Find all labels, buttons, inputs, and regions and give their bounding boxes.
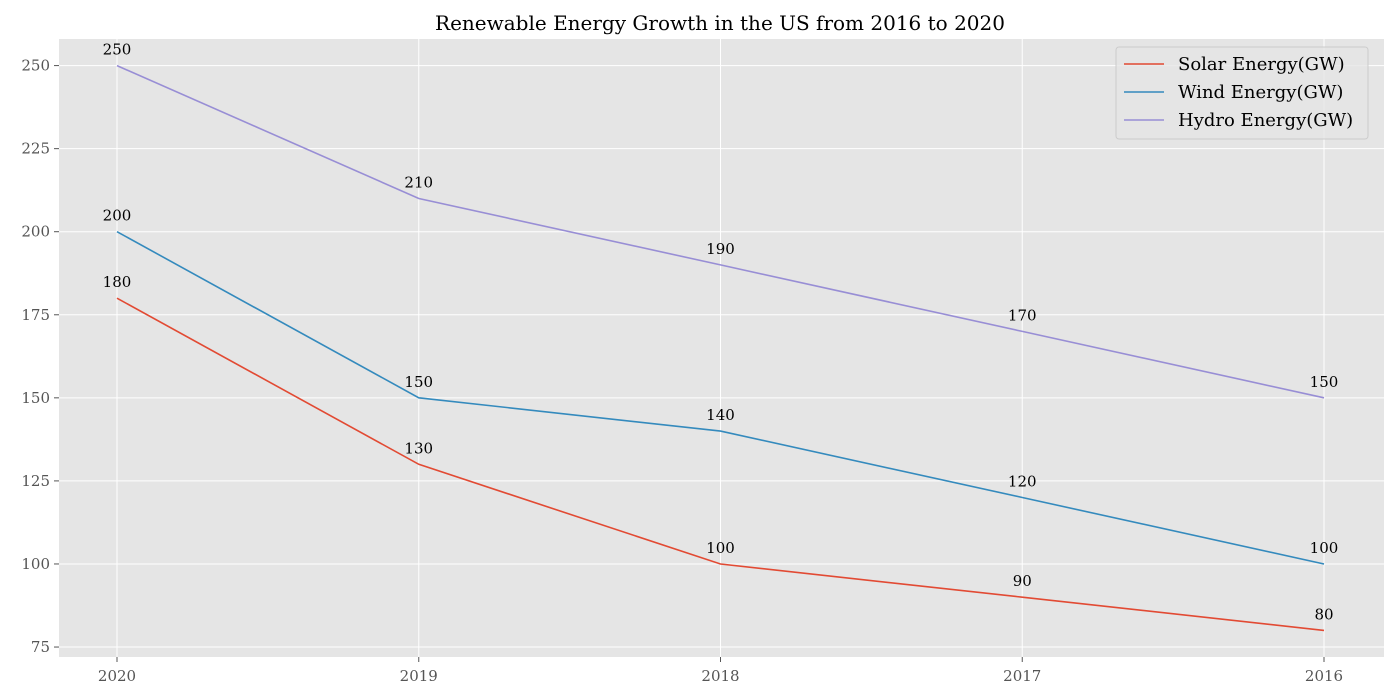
data-label: 100 <box>706 539 735 557</box>
y-tick-label: 200 <box>21 223 50 241</box>
y-tick-label: 225 <box>21 140 50 158</box>
data-label: 90 <box>1013 572 1032 590</box>
chart-title: Renewable Energy Growth in the US from 2… <box>435 11 1005 35</box>
data-label: 100 <box>1310 539 1339 557</box>
series-line-hydro <box>116 64 1325 399</box>
data-label: 200 <box>103 207 132 225</box>
legend-label: Solar Energy(GW) <box>1178 54 1345 75</box>
data-label: 250 <box>103 41 132 59</box>
y-tick-label: 125 <box>21 472 50 490</box>
data-label: 150 <box>404 373 433 391</box>
legend-label: Hydro Energy(GW) <box>1178 110 1353 131</box>
data-label: 120 <box>1008 473 1037 491</box>
data-label: 190 <box>706 240 735 258</box>
series-line-wind <box>116 230 1325 565</box>
data-label: 210 <box>404 173 433 191</box>
legend: Solar Energy(GW) Wind Energy(GW) Hydro Ene… <box>1115 46 1369 140</box>
legend-label: Wind Energy(GW) <box>1178 82 1343 103</box>
data-label: 80 <box>1314 605 1333 623</box>
x-tick-label: 2017 <box>1003 667 1041 685</box>
series <box>116 64 1325 632</box>
plot-area <box>59 39 1384 657</box>
y-tick-label: 100 <box>21 555 50 573</box>
series-line-solar <box>116 297 1325 632</box>
data-label: 180 <box>103 273 132 291</box>
legend-box <box>1115 46 1369 140</box>
x-tick-label: 2018 <box>701 667 739 685</box>
data-label: 140 <box>706 406 735 424</box>
data-label: 150 <box>1310 373 1339 391</box>
data-labels: 180 130 100 90 80 200 150 140 120 100 250 210 190 170… <box>103 41 1339 624</box>
data-label: 130 <box>404 439 433 457</box>
x-tick-label: 2020 <box>98 667 136 685</box>
y-tick-label: 175 <box>21 306 50 324</box>
y-tick-label: 75 <box>31 638 50 656</box>
axes: 75 100 125 150 175 200 225 250 2020 2019 2018 2017 2… <box>21 57 1343 685</box>
x-tick-label: 2016 <box>1305 667 1343 685</box>
data-label: 170 <box>1008 306 1037 324</box>
y-tick-label: 150 <box>21 389 50 407</box>
x-tick-label: 2019 <box>400 667 438 685</box>
y-tick-label: 250 <box>21 57 50 75</box>
